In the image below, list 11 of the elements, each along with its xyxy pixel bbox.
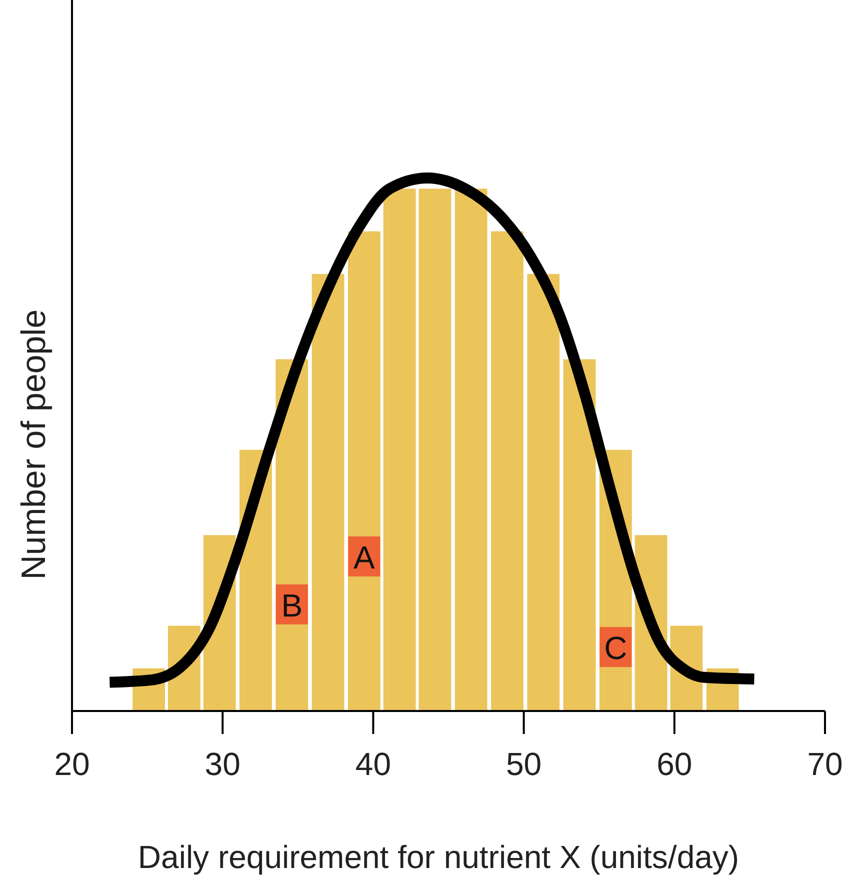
- annotation: C: [604, 630, 628, 666]
- annotation: A: [353, 539, 376, 576]
- x-axis-title: Daily requirement for nutrient X (units/day): [138, 839, 740, 875]
- y-axis-title: Number of people: [15, 309, 53, 580]
- x-tick-label: 70: [807, 746, 843, 782]
- x-tick-label: 60: [656, 746, 692, 782]
- x-tick-label: 20: [54, 746, 90, 782]
- annotation: B: [281, 587, 303, 624]
- x-tick-label: 40: [355, 746, 391, 782]
- x-tick-label: 50: [506, 746, 542, 782]
- x-tick-label: 30: [204, 746, 240, 782]
